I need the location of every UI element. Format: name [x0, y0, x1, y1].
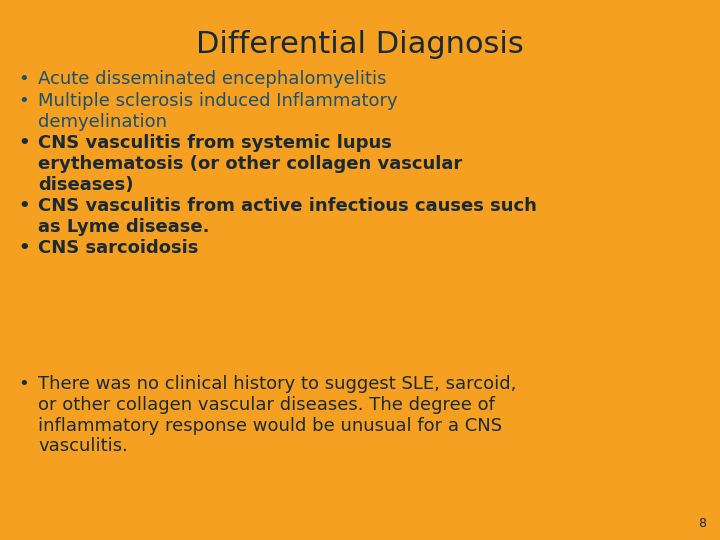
Text: •: •: [18, 197, 30, 215]
Text: •: •: [18, 70, 29, 88]
Text: 8: 8: [698, 517, 706, 530]
Text: Differential Diagnosis: Differential Diagnosis: [196, 30, 524, 59]
Text: CNS vasculitis from active infectious causes such
as Lyme disease.: CNS vasculitis from active infectious ca…: [38, 197, 537, 235]
Text: •: •: [18, 375, 29, 393]
Text: Acute disseminated encephalomyelitis: Acute disseminated encephalomyelitis: [38, 70, 387, 88]
Text: •: •: [18, 134, 30, 152]
Text: CNS vasculitis from systemic lupus
erythematosis (or other collagen vascular
dis: CNS vasculitis from systemic lupus eryth…: [38, 134, 462, 194]
Text: Multiple sclerosis induced Inflammatory
demyelination: Multiple sclerosis induced Inflammatory …: [38, 92, 397, 131]
Text: There was no clinical history to suggest SLE, sarcoid,
or other collagen vascula: There was no clinical history to suggest…: [38, 375, 516, 455]
Text: •: •: [18, 92, 29, 110]
Text: •: •: [18, 239, 30, 257]
Text: CNS sarcoidosis: CNS sarcoidosis: [38, 239, 199, 257]
